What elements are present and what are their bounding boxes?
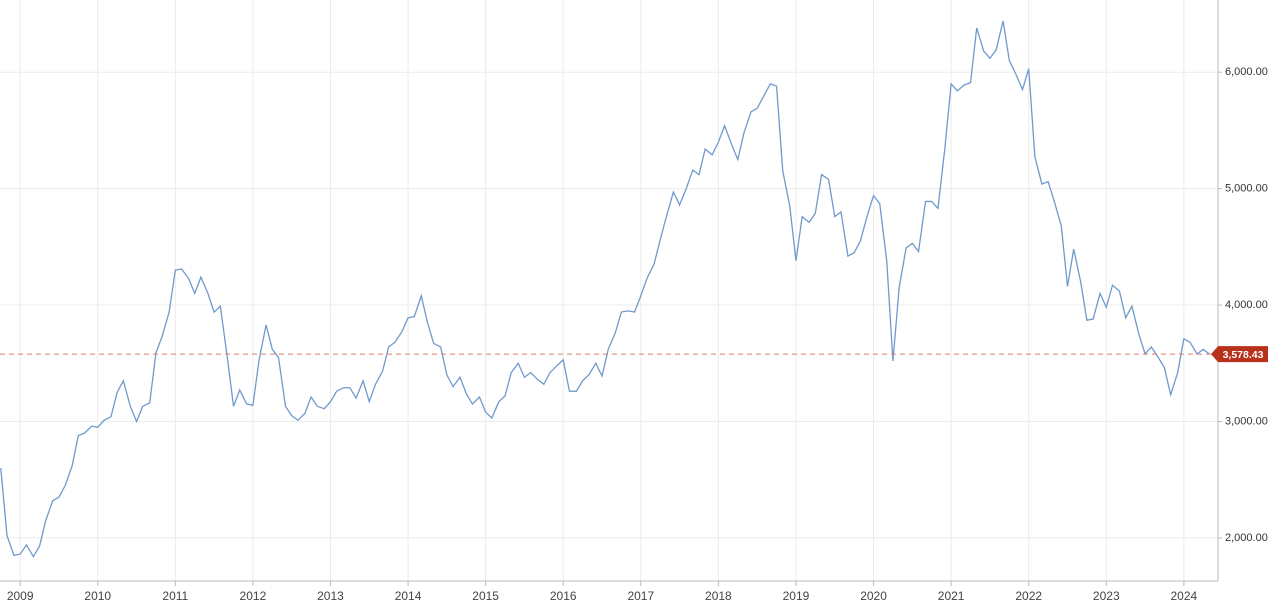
x-tick-label: 2024 bbox=[1171, 589, 1198, 603]
x-tick-label: 2009 bbox=[7, 589, 34, 603]
x-tick-label: 2021 bbox=[938, 589, 965, 603]
y-tick-label: 3,000.00 bbox=[1225, 415, 1268, 427]
x-tick-label: 2017 bbox=[627, 589, 654, 603]
x-tick-label: 2018 bbox=[705, 589, 732, 603]
x-tick-label: 2016 bbox=[550, 589, 577, 603]
x-tick-label: 2015 bbox=[472, 589, 499, 603]
y-tick-label: 2,000.00 bbox=[1225, 532, 1268, 544]
x-tick-label: 2022 bbox=[1015, 589, 1042, 603]
x-tick-label: 2023 bbox=[1093, 589, 1120, 603]
price-line bbox=[0, 20, 1210, 558]
y-tick-label: 4,000.00 bbox=[1225, 299, 1268, 311]
x-tick-label: 2014 bbox=[395, 589, 422, 603]
last-value-badge bbox=[1211, 346, 1268, 363]
x-tick-label: 2013 bbox=[317, 589, 344, 603]
y-tick-label: 5,000.00 bbox=[1225, 183, 1268, 195]
x-tick-label: 2011 bbox=[162, 589, 188, 603]
x-tick-label: 2012 bbox=[240, 589, 267, 603]
last-value-label: 3,578.43 bbox=[1223, 349, 1264, 361]
x-tick-label: 2020 bbox=[860, 589, 887, 603]
x-tick-label: 2010 bbox=[84, 589, 111, 603]
x-tick-label: 2019 bbox=[783, 589, 810, 603]
y-tick-label: 6,000.00 bbox=[1225, 66, 1268, 78]
